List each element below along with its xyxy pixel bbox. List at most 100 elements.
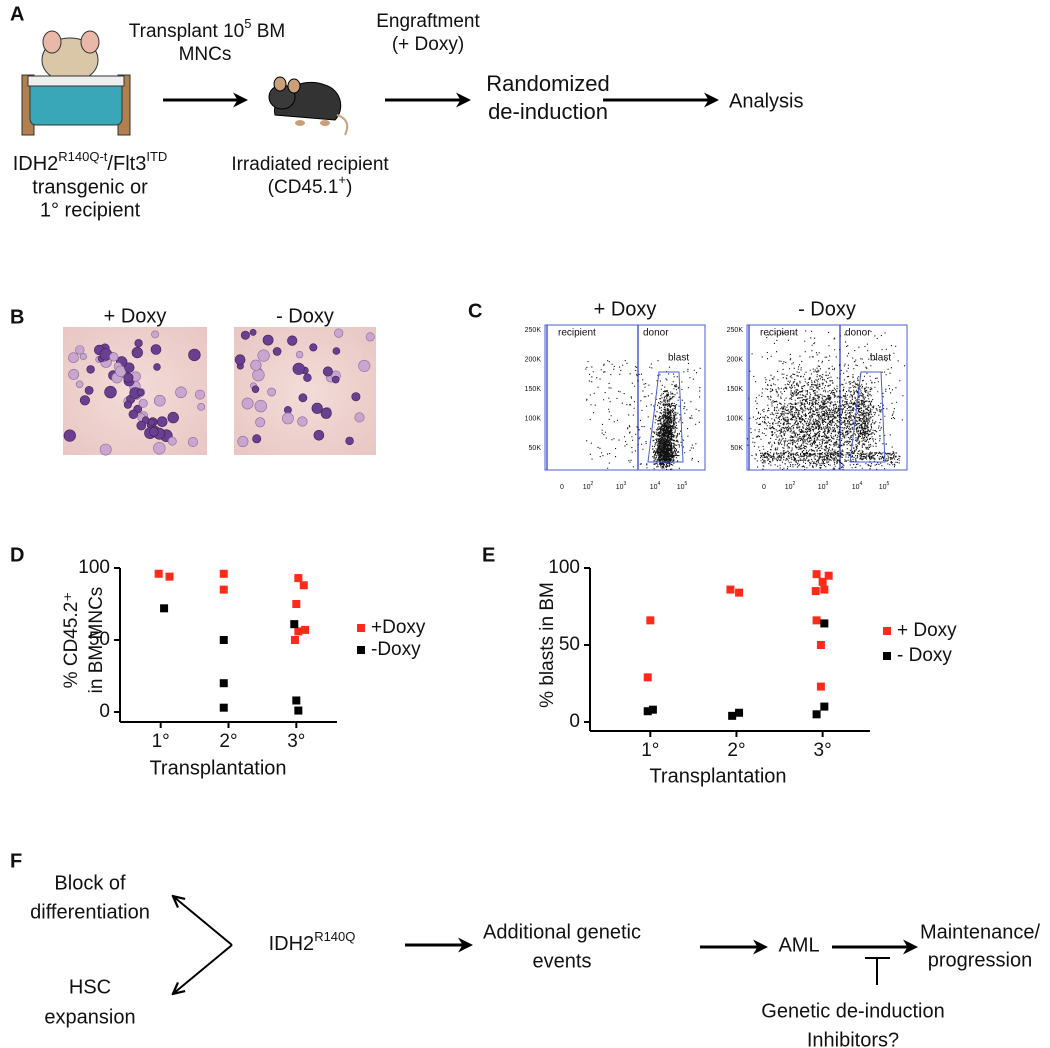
cell <box>149 426 159 437</box>
y-axis-label: % blasts in BM <box>537 582 558 708</box>
data-point <box>824 571 833 580</box>
y-tick-label: 50 <box>89 629 110 650</box>
cell <box>153 442 166 455</box>
cell <box>331 375 340 384</box>
plot-frame <box>544 324 706 471</box>
tick-base: 10 <box>583 484 591 491</box>
legend-swatch <box>357 646 365 654</box>
data-point <box>643 673 652 682</box>
tick-exponent: 4 <box>658 481 661 487</box>
gate-label: blast <box>668 353 689 364</box>
outcome-label: expansion <box>44 1006 135 1028</box>
cell <box>254 399 267 413</box>
inhibitor-label: Inhibitors? <box>807 1029 899 1048</box>
tick-exponent: 5 <box>887 481 890 487</box>
y-tick-label: 250K <box>727 327 744 334</box>
cell <box>320 407 332 419</box>
y-tick-label: 50 <box>559 634 580 655</box>
data-point <box>301 625 310 634</box>
data-point <box>219 703 228 712</box>
cell <box>136 388 145 397</box>
source-label: 1° recipient <box>40 199 141 221</box>
cell <box>309 343 318 352</box>
inhibition-bar <box>865 957 890 985</box>
legend-swatch <box>883 627 891 635</box>
step-label: AML <box>778 934 819 956</box>
cell <box>131 347 143 359</box>
x-tick-label: 105 <box>879 481 890 491</box>
cell <box>167 436 177 446</box>
x-tick-label: 0 <box>560 484 564 491</box>
x-tick-label: 102 <box>583 481 594 491</box>
event-dots <box>747 330 906 470</box>
image-title: + Doxy <box>104 305 167 327</box>
chart: D 0 50 100 1° 2° 3°Transplantation % CD45.2⁺ in … <box>10 544 426 779</box>
cell <box>234 354 246 366</box>
data-point <box>646 616 655 625</box>
gate-label: donor <box>643 328 669 339</box>
cell <box>252 368 265 382</box>
step-label: events <box>533 950 592 972</box>
data-point <box>820 585 829 594</box>
step-label: Maintenance/ <box>920 921 1041 943</box>
data-point <box>219 679 228 688</box>
source-label: transgenic or <box>32 176 148 198</box>
data-point <box>820 619 829 628</box>
panel-label: D <box>10 544 24 566</box>
y-tick-label: 150K <box>727 386 744 393</box>
y-tick-label: 150K <box>525 386 542 393</box>
data-point <box>735 588 744 597</box>
cell <box>123 372 134 383</box>
blast-gate <box>849 371 886 463</box>
y-tick-label: 0 <box>99 701 110 722</box>
blast-gate <box>647 371 684 463</box>
data-point <box>219 636 228 644</box>
plot-frame <box>746 324 908 471</box>
cell <box>332 347 341 355</box>
x-tick-label: 103 <box>818 481 829 491</box>
cell <box>104 385 117 399</box>
x-tick-label: 102 <box>785 481 796 491</box>
cell <box>351 392 361 402</box>
x-tick-label: 3° <box>287 731 305 752</box>
gene-label: IDH2R140Q <box>269 929 356 955</box>
data-point <box>820 702 829 711</box>
cell <box>167 411 179 424</box>
data-point <box>816 682 825 691</box>
final-label: Analysis <box>729 90 803 112</box>
cell <box>138 398 148 408</box>
legend-label: -Doxy <box>371 639 421 660</box>
cell <box>86 365 95 374</box>
data-point <box>160 604 169 613</box>
gate-label: recipient <box>558 328 596 339</box>
cell <box>134 339 143 348</box>
cell <box>188 348 201 362</box>
cell <box>334 328 344 338</box>
cell <box>257 349 270 362</box>
x-tick-label: 3° <box>814 740 832 761</box>
tick-exponent: 4 <box>860 481 863 487</box>
data-point <box>154 569 163 578</box>
legend-swatch <box>357 624 365 632</box>
tick-base: 10 <box>616 484 624 491</box>
cell <box>250 359 262 371</box>
cell <box>136 420 147 431</box>
cell <box>154 394 166 407</box>
step-label: progression <box>928 949 1033 971</box>
data-point <box>816 641 825 649</box>
y-tick-label: 100 <box>78 557 110 578</box>
data-point <box>294 574 303 583</box>
plot-title: + Doxy <box>594 298 657 320</box>
y-tick-label: 0 <box>569 711 580 732</box>
cell <box>267 387 276 397</box>
y-tick-label: 100K <box>727 415 744 422</box>
tick-base: 10 <box>650 484 658 491</box>
panel-label: E <box>482 544 495 566</box>
data-point <box>290 620 299 629</box>
cell <box>84 385 94 395</box>
tick-exponent: 2 <box>591 481 594 487</box>
step-label: (+ Doxy) <box>392 34 464 55</box>
